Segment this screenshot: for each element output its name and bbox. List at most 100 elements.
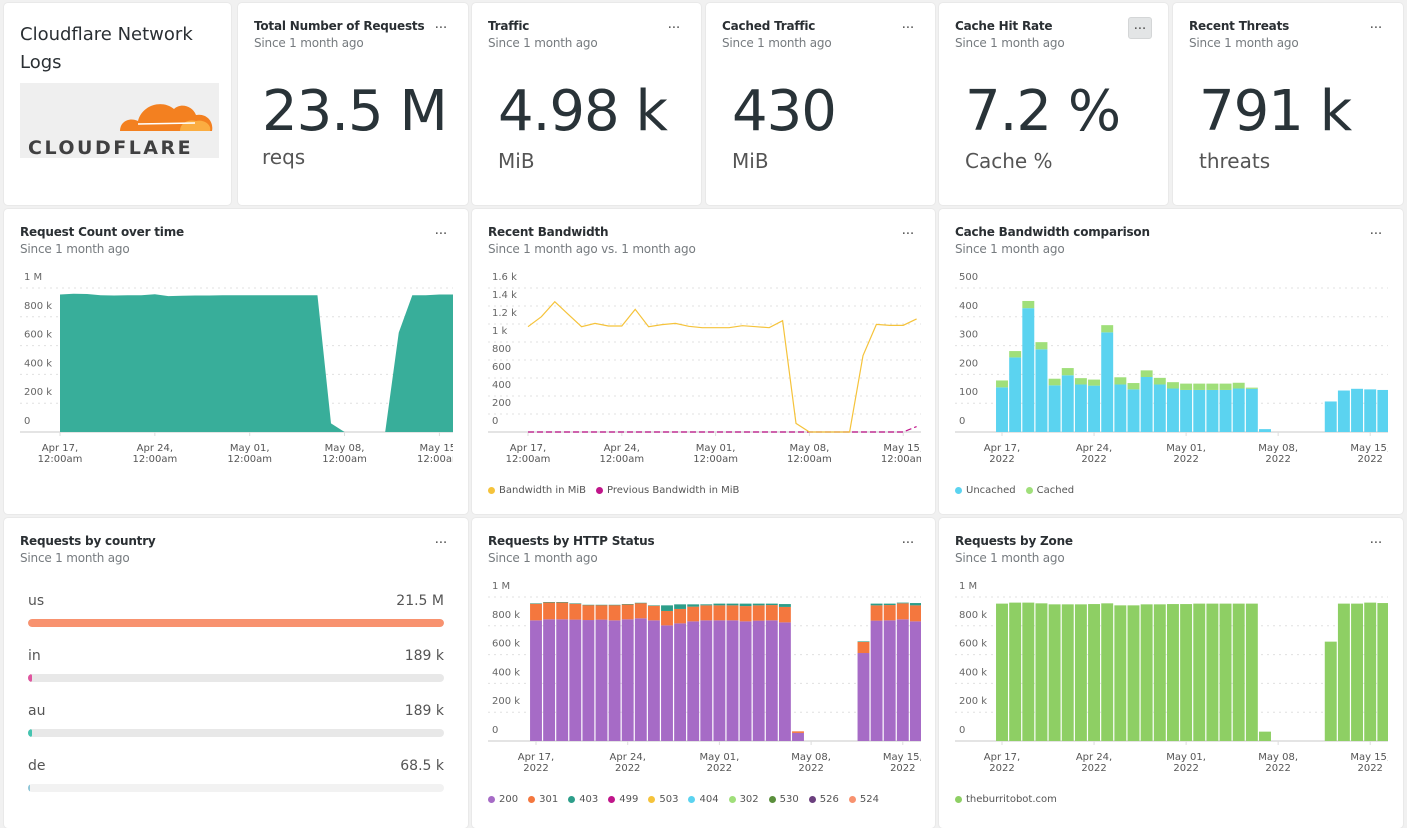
legend-item[interactable]: Previous Bandwidth in MiB [596,485,739,496]
legend-item[interactable]: 526 [809,794,839,805]
country-bar-track [28,729,444,737]
more-options-button[interactable]: ... [897,17,919,37]
x-tick-label: May 01, [1166,752,1206,763]
legend-item[interactable]: 301 [528,794,558,805]
bar-segment [543,602,555,619]
bar-segment [674,604,686,609]
y-tick-label: 400 k [492,667,520,678]
legend-item[interactable]: 499 [608,794,638,805]
bar-segment [713,604,725,606]
billboard-card: Traffic Since 1 month ago ... 4.98 k MiB [472,3,701,205]
legend-dot-icon [608,796,615,803]
chart-legend: 200 301 403 499 503 404 302 530 526 524 [488,794,879,805]
legend-item[interactable]: 524 [849,794,879,805]
legend-item[interactable]: 404 [688,794,718,805]
bar-segment [530,604,542,621]
bar-segment [700,604,712,605]
card-subtitle: Since 1 month ago [1189,36,1298,50]
legend-item[interactable]: Bandwidth in MiB [488,485,586,496]
more-options-button[interactable]: ... [897,223,919,243]
bar-segment [1088,604,1100,741]
x-tick-label: 12:00am [417,454,457,465]
bar-segment [1101,325,1113,332]
x-tick-label: May 08, [790,443,830,454]
more-options-button[interactable]: ... [1365,17,1387,37]
country-bar-fill [28,729,32,737]
y-tick-label: 0 [24,416,30,427]
bar-segment [753,605,765,620]
more-options-button[interactable]: ... [430,17,452,37]
country-row: in 189 k [28,648,444,684]
legend-dot-icon [955,487,962,494]
x-tick-label: May 01, [230,443,270,454]
bar-segment [996,604,1008,741]
cloudflare-logo: CLOUDFLARE [20,83,219,158]
y-tick-label: 800 k [24,301,52,312]
bar-segment [1325,401,1337,432]
y-tick-label: 1.2 k [492,308,517,319]
country-value: 189 k [405,648,444,664]
x-tick-label: 12:00am [787,454,832,465]
more-options-button[interactable]: ... [897,532,919,552]
legend-dot-icon [596,487,603,494]
bar-segment [779,622,791,741]
x-tick-label: Apr 24, [604,443,640,454]
card-subtitle: Since 1 month ago vs. 1 month ago [488,242,696,256]
bar-segment [687,607,699,622]
bar-segment [753,621,765,741]
card-title: Cached Traffic [722,19,815,33]
x-tick-label: 2022 [523,763,548,774]
chart-legend: Bandwidth in MiB Previous Bandwidth in Mi… [488,485,739,496]
legend-item[interactable]: Cached [1026,485,1074,496]
x-tick-label: May 01, [700,752,740,763]
country-bar-fill [28,619,444,627]
y-tick-label: 1 k [492,326,508,337]
x-tick-label: May 08, [791,752,831,763]
billboard-unit: MiB [732,149,769,173]
y-tick-label: 600 [492,362,511,373]
x-tick-label: May 15, [1350,752,1390,763]
x-tick-label: 12:00am [506,454,551,465]
bar-segment [1075,604,1087,741]
y-tick-label: 300 [959,330,978,341]
bar-segment [1035,603,1047,741]
bar-segment [569,620,581,741]
x-tick-label: 2022 [1081,454,1106,465]
more-options-button[interactable]: ... [1365,532,1387,552]
bar-segment [1180,384,1192,390]
legend-dot-icon [528,796,535,803]
legend-item[interactable]: 403 [568,794,598,805]
legend-item[interactable]: 200 [488,794,518,805]
billboard-card: Total Number of Requests Since 1 month a… [238,3,468,205]
bar-segment [1364,389,1376,432]
bar-segment [871,604,883,606]
more-options-button[interactable]: ... [430,223,452,243]
legend-item[interactable]: Uncached [955,485,1016,496]
bar-segment [609,605,621,606]
bar-segment [530,603,542,604]
billboard-unit: Cache % [965,149,1053,173]
y-tick-label: 400 k [959,667,987,678]
legend-item[interactable]: theburritobot.com [955,794,1057,805]
legend-label: Uncached [966,485,1016,496]
card-subtitle: Since 1 month ago [20,242,129,256]
bar-segment [1114,384,1126,432]
legend-item[interactable]: 503 [648,794,678,805]
bar-segment [1088,386,1100,432]
more-options-button[interactable]: ... [1128,17,1152,39]
legend-item[interactable]: 302 [729,794,759,805]
x-tick-label: 2022 [1357,454,1382,465]
legend-label: 530 [780,794,799,805]
legend-label: 302 [740,794,759,805]
more-options-button[interactable]: ... [663,17,685,37]
bar-segment [1022,603,1034,741]
bar-segment [753,604,765,606]
bar-segment [1377,603,1389,741]
country-row: au 189 k [28,703,444,739]
legend-item[interactable]: 530 [769,794,799,805]
more-options-button[interactable]: ... [1365,223,1387,243]
more-options-button[interactable]: ... [430,532,452,552]
bar-segment [1128,605,1140,741]
